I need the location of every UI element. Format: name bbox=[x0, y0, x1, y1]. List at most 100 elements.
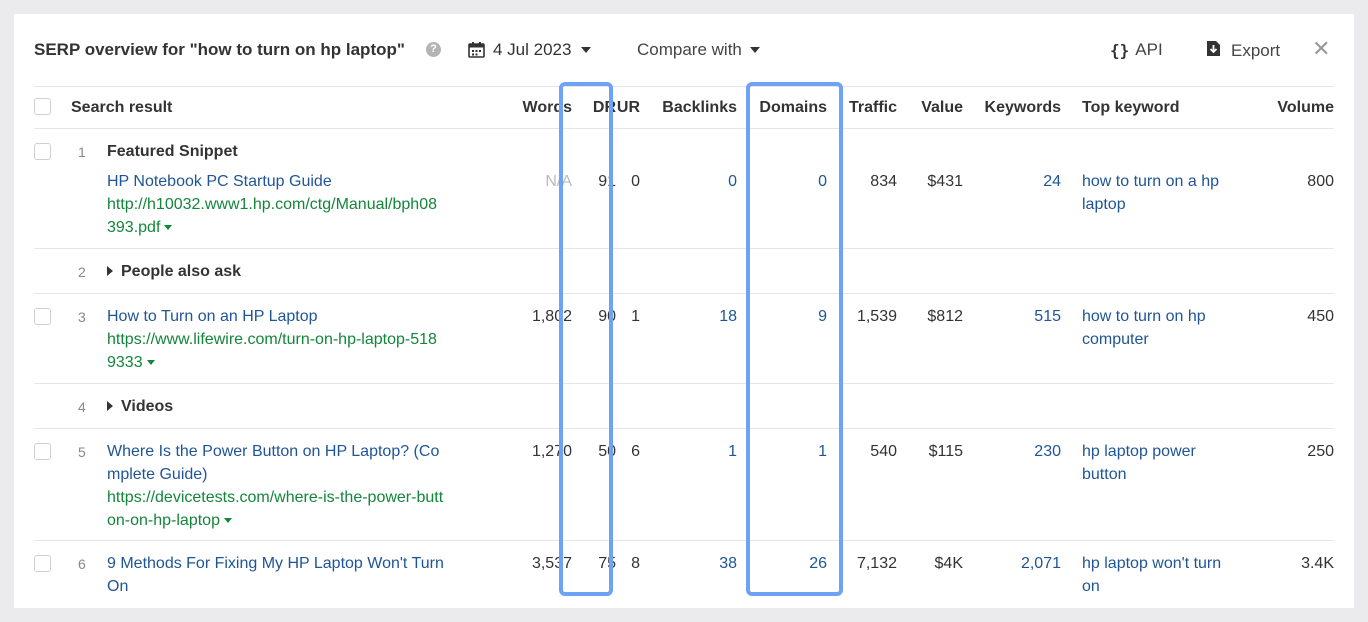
top-keyword-link[interactable]: how to turn on a hp bbox=[1082, 173, 1219, 190]
panel-title: SERP overview for "how to turn on hp lap… bbox=[34, 40, 405, 59]
caret-right-icon bbox=[107, 265, 113, 276]
volume-value: 800 bbox=[1307, 173, 1334, 190]
result-url[interactable]: https://devicetests.com/where-is-the-pow… bbox=[107, 489, 444, 506]
code-braces-icon: {} bbox=[1110, 40, 1130, 60]
chevron-down-icon bbox=[581, 47, 592, 53]
divider bbox=[34, 540, 1334, 541]
divider bbox=[34, 383, 1334, 384]
col-domains[interactable]: Domains bbox=[759, 99, 827, 116]
compare-with-dropdown[interactable]: Compare with bbox=[637, 40, 760, 60]
help-icon[interactable]: ? bbox=[426, 42, 441, 57]
result-url[interactable]: https://www.lifewire.com/turn-on-hp-lapt… bbox=[107, 331, 437, 348]
ur-value: 8 bbox=[631, 555, 640, 572]
domains-column-highlight bbox=[746, 82, 843, 596]
result-title-link[interactable]: 9 Methods For Fixing My HP Laptop Won't … bbox=[107, 555, 444, 572]
date-picker[interactable]: 4 Jul 2023 bbox=[468, 40, 592, 60]
top-keyword-link[interactable]: hp laptop power bbox=[1082, 443, 1196, 460]
top-keyword-link[interactable]: how to turn on hp bbox=[1082, 308, 1206, 325]
close-icon[interactable]: ✕ bbox=[1312, 36, 1331, 61]
calendar-icon bbox=[468, 42, 485, 58]
col-traffic[interactable]: Traffic bbox=[848, 99, 897, 116]
chevron-down-icon[interactable] bbox=[164, 225, 173, 231]
result-url[interactable]: http://h10032.www1.hp.com/ctg/Manual/bph… bbox=[107, 196, 437, 213]
export-label: Export bbox=[1231, 41, 1281, 60]
ur-value: 6 bbox=[631, 443, 640, 460]
expand-videos[interactable]: Videos bbox=[107, 395, 173, 418]
chevron-down-icon[interactable] bbox=[223, 518, 232, 524]
col-top-keyword[interactable]: Top keyword bbox=[1082, 99, 1180, 116]
col-value[interactable]: Value bbox=[921, 99, 963, 116]
api-button[interactable]: {} API bbox=[1110, 40, 1163, 60]
col-volume[interactable]: Volume bbox=[1277, 99, 1334, 116]
divider bbox=[34, 128, 1334, 129]
col-words[interactable]: Words bbox=[522, 99, 572, 116]
traffic-value: 7,132 bbox=[856, 555, 897, 572]
row-index: 1 bbox=[78, 144, 86, 160]
chevron-down-icon[interactable] bbox=[146, 360, 155, 366]
row-checkbox[interactable] bbox=[34, 443, 51, 460]
traffic-value: 540 bbox=[870, 443, 897, 460]
words-value: 3,537 bbox=[531, 555, 572, 572]
top-keyword-link[interactable]: computer bbox=[1082, 331, 1149, 348]
ur-value: 1 bbox=[631, 308, 640, 325]
words-value: 1,270 bbox=[531, 443, 572, 460]
compare-label: Compare with bbox=[637, 40, 742, 59]
feature-label: Featured Snippet bbox=[107, 143, 238, 160]
value-value: $431 bbox=[927, 173, 963, 190]
col-search-result[interactable]: Search result bbox=[71, 99, 173, 116]
serp-overview-panel: SERP overview for "how to turn on hp lap… bbox=[14, 14, 1354, 608]
export-button[interactable]: Export bbox=[1206, 40, 1280, 62]
domains-link[interactable]: 26 bbox=[809, 555, 827, 572]
top-keyword-link[interactable]: hp laptop won't turn bbox=[1082, 555, 1222, 572]
row-index: 2 bbox=[78, 264, 86, 280]
row-checkbox[interactable] bbox=[34, 143, 51, 160]
select-all-checkbox[interactable] bbox=[34, 98, 51, 115]
top-keyword-link[interactable]: on bbox=[1082, 578, 1100, 595]
row-checkbox[interactable] bbox=[34, 555, 51, 572]
api-label: API bbox=[1135, 40, 1163, 59]
domains-link[interactable]: 1 bbox=[818, 443, 827, 460]
result-title-link[interactable]: HP Notebook PC Startup Guide bbox=[107, 173, 332, 190]
divider bbox=[34, 248, 1334, 249]
result-title-link[interactable]: How to Turn on an HP Laptop bbox=[107, 308, 318, 325]
divider bbox=[34, 293, 1334, 294]
value-value: $4K bbox=[934, 555, 963, 572]
words-value: N/A bbox=[545, 173, 572, 190]
keywords-link[interactable]: 230 bbox=[1034, 443, 1061, 460]
row-checkbox[interactable] bbox=[34, 308, 51, 325]
caret-right-icon bbox=[107, 400, 113, 411]
col-ur[interactable]: UR bbox=[616, 99, 640, 116]
top-keyword-link[interactable]: laptop bbox=[1082, 196, 1126, 213]
volume-value: 450 bbox=[1307, 308, 1334, 325]
volume-value: 3.4K bbox=[1301, 555, 1334, 572]
backlinks-link[interactable]: 1 bbox=[728, 443, 737, 460]
date-label: 4 Jul 2023 bbox=[493, 40, 572, 59]
dr-column-highlight bbox=[559, 82, 613, 596]
result-title-link[interactable]: Where Is the Power Button on HP Laptop? … bbox=[107, 443, 440, 460]
traffic-value: 834 bbox=[870, 173, 897, 190]
keywords-link[interactable]: 2,071 bbox=[1020, 555, 1061, 572]
keywords-link[interactable]: 515 bbox=[1034, 308, 1061, 325]
backlinks-link[interactable]: 38 bbox=[719, 555, 737, 572]
row-index: 6 bbox=[78, 556, 86, 572]
col-keywords[interactable]: Keywords bbox=[984, 99, 1061, 116]
col-backlinks[interactable]: Backlinks bbox=[662, 99, 737, 116]
expand-people-also-ask[interactable]: People also ask bbox=[107, 260, 241, 283]
backlinks-link[interactable]: 0 bbox=[728, 173, 737, 190]
keywords-link[interactable]: 24 bbox=[1043, 173, 1061, 190]
result-title-link[interactable]: mplete Guide) bbox=[107, 466, 208, 483]
value-value: $812 bbox=[927, 308, 963, 325]
result-url[interactable]: 393.pdf bbox=[107, 216, 173, 239]
result-url[interactable]: on-on-hp-laptop bbox=[107, 509, 232, 532]
divider bbox=[34, 86, 1334, 87]
domains-link[interactable]: 9 bbox=[818, 308, 827, 325]
traffic-value: 1,539 bbox=[856, 308, 897, 325]
divider bbox=[34, 428, 1334, 429]
top-keyword-link[interactable]: button bbox=[1082, 466, 1127, 483]
domains-link[interactable]: 0 bbox=[818, 173, 827, 190]
row-index: 4 bbox=[78, 399, 86, 415]
result-title-link[interactable]: On bbox=[107, 578, 129, 595]
result-url[interactable]: 9333 bbox=[107, 351, 155, 374]
backlinks-link[interactable]: 18 bbox=[719, 308, 737, 325]
ur-value: 0 bbox=[631, 173, 640, 190]
